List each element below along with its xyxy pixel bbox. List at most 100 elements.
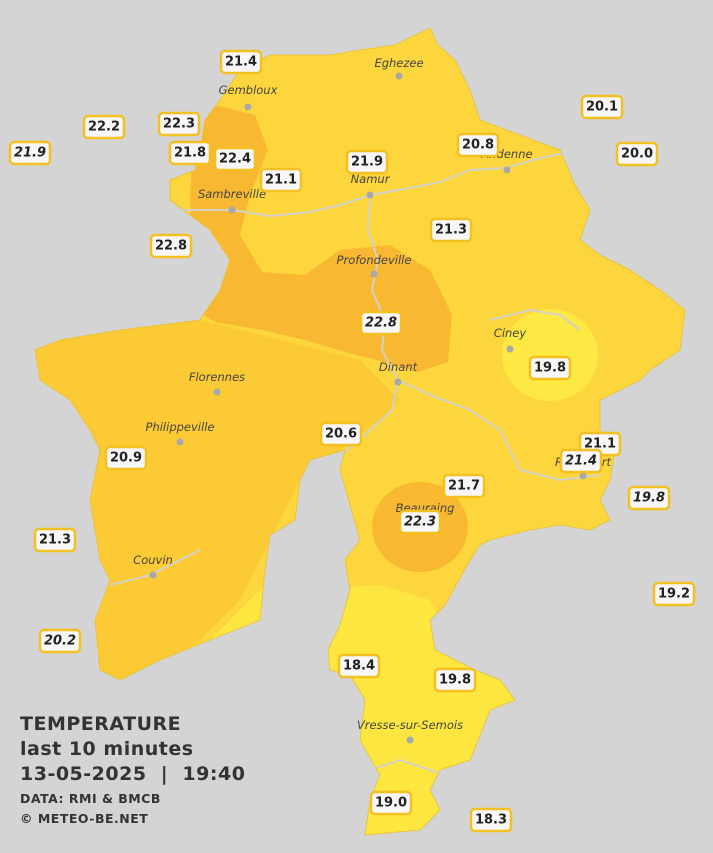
station: 22.3 bbox=[398, 509, 442, 535]
stations: 21.4 22.2 22.3 21.9 21.8 22.4 21.1 21.9 20.8 20.1… bbox=[8, 49, 696, 833]
station-box bbox=[213, 146, 257, 172]
station-box bbox=[469, 807, 513, 833]
station-box bbox=[33, 527, 77, 553]
place-dot bbox=[176, 438, 184, 446]
station-box bbox=[442, 473, 486, 499]
station-box bbox=[433, 667, 477, 693]
place-name: Vresse-sur-Semois bbox=[357, 718, 463, 732]
station-box bbox=[580, 94, 624, 120]
legend-datetime: 13-05-2025 | 19:40 bbox=[20, 763, 245, 785]
station: 20.0 bbox=[615, 141, 659, 167]
place-dot bbox=[579, 472, 587, 480]
station-value: 22.8 bbox=[365, 316, 397, 331]
station: 22.8 bbox=[359, 310, 403, 336]
station-value: 19.0 bbox=[375, 796, 407, 811]
station: 19.0 bbox=[369, 790, 413, 816]
place-dot bbox=[228, 206, 236, 214]
station-box bbox=[38, 628, 82, 654]
place-name: Couvin bbox=[133, 553, 173, 567]
station-box bbox=[627, 485, 671, 511]
station: 19.2 bbox=[652, 581, 696, 607]
station-box bbox=[219, 49, 263, 75]
station: 19.8 bbox=[528, 355, 572, 381]
station: 18.3 bbox=[469, 807, 513, 833]
station-value: 21.4 bbox=[225, 55, 257, 70]
station-value: 20.8 bbox=[462, 138, 494, 153]
station: 21.4 bbox=[219, 49, 263, 75]
temp-zone bbox=[502, 309, 598, 401]
station-value: 18.4 bbox=[343, 659, 375, 674]
station-value: 21.3 bbox=[435, 223, 467, 238]
station-value: 22.3 bbox=[163, 117, 195, 132]
place-name: Dinant bbox=[379, 360, 418, 374]
station: 22.2 bbox=[82, 114, 126, 140]
station-box bbox=[259, 167, 303, 193]
station-box bbox=[359, 310, 403, 336]
legend-period: last 10 minutes bbox=[20, 738, 194, 760]
place-name: Eghezee bbox=[374, 56, 423, 70]
place-dot bbox=[503, 166, 511, 174]
station-box bbox=[456, 132, 500, 158]
place-name: Ciney bbox=[494, 326, 527, 340]
station-box bbox=[319, 421, 363, 447]
station: 20.1 bbox=[580, 94, 624, 120]
station: 21.4 bbox=[559, 448, 603, 474]
station-value: 21.4 bbox=[565, 454, 597, 469]
place-name: Philippeville bbox=[146, 420, 215, 434]
station-value: 20.0 bbox=[621, 147, 653, 162]
legend-source: DATA: RMI & BMCB bbox=[20, 791, 161, 806]
station-box bbox=[559, 448, 603, 474]
station-box bbox=[369, 790, 413, 816]
legend: TEMPERATURE last 10 minutes 13-05-2025 |… bbox=[20, 713, 245, 826]
station-value: 19.8 bbox=[534, 361, 566, 376]
station-box bbox=[82, 114, 126, 140]
station-value: 21.1 bbox=[584, 437, 616, 452]
station: 21.9 bbox=[8, 140, 52, 166]
station-box bbox=[337, 653, 381, 679]
station-box bbox=[398, 509, 442, 535]
station-value: 18.3 bbox=[475, 813, 507, 828]
station: 20.9 bbox=[104, 445, 148, 471]
station: 22.4 bbox=[213, 146, 257, 172]
station-value: 22.8 bbox=[155, 239, 187, 254]
station: 20.8 bbox=[456, 132, 500, 158]
place-name: Gembloux bbox=[219, 83, 278, 97]
station: 20.6 bbox=[319, 421, 363, 447]
place-dot bbox=[406, 736, 414, 744]
station-value: 22.2 bbox=[88, 120, 120, 135]
station-value: 21.3 bbox=[39, 533, 71, 548]
station-value: 19.2 bbox=[658, 587, 690, 602]
place-dot bbox=[506, 345, 514, 353]
station-value: 21.7 bbox=[448, 479, 480, 494]
place-dot bbox=[244, 103, 252, 111]
station: 21.9 bbox=[345, 149, 389, 175]
station: 19.8 bbox=[433, 667, 477, 693]
station-value: 22.3 bbox=[404, 515, 436, 530]
place-dot bbox=[213, 388, 221, 396]
station: 21.1 bbox=[259, 167, 303, 193]
station-box bbox=[168, 140, 212, 166]
legend-credit: © METEO-BE.NET bbox=[20, 811, 148, 826]
station-box bbox=[8, 140, 52, 166]
place-dot bbox=[370, 270, 378, 278]
station-value: 22.4 bbox=[219, 152, 251, 167]
station: 19.8 bbox=[627, 485, 671, 511]
place-dot bbox=[395, 72, 403, 80]
station-value: 19.8 bbox=[633, 491, 665, 506]
station: 18.4 bbox=[337, 653, 381, 679]
station-box bbox=[149, 233, 193, 259]
place-name: Sambreville bbox=[198, 187, 266, 201]
station-value: 21.9 bbox=[351, 155, 383, 170]
station: 21.3 bbox=[429, 217, 473, 243]
station-value: 21.9 bbox=[14, 146, 46, 161]
station-box bbox=[104, 445, 148, 471]
station-value: 20.6 bbox=[325, 427, 357, 442]
station: 21.3 bbox=[33, 527, 77, 553]
station-box bbox=[652, 581, 696, 607]
legend-title: TEMPERATURE bbox=[20, 713, 181, 735]
station-value: 21.8 bbox=[174, 146, 206, 161]
station-box bbox=[429, 217, 473, 243]
station-value: 19.8 bbox=[439, 673, 471, 688]
